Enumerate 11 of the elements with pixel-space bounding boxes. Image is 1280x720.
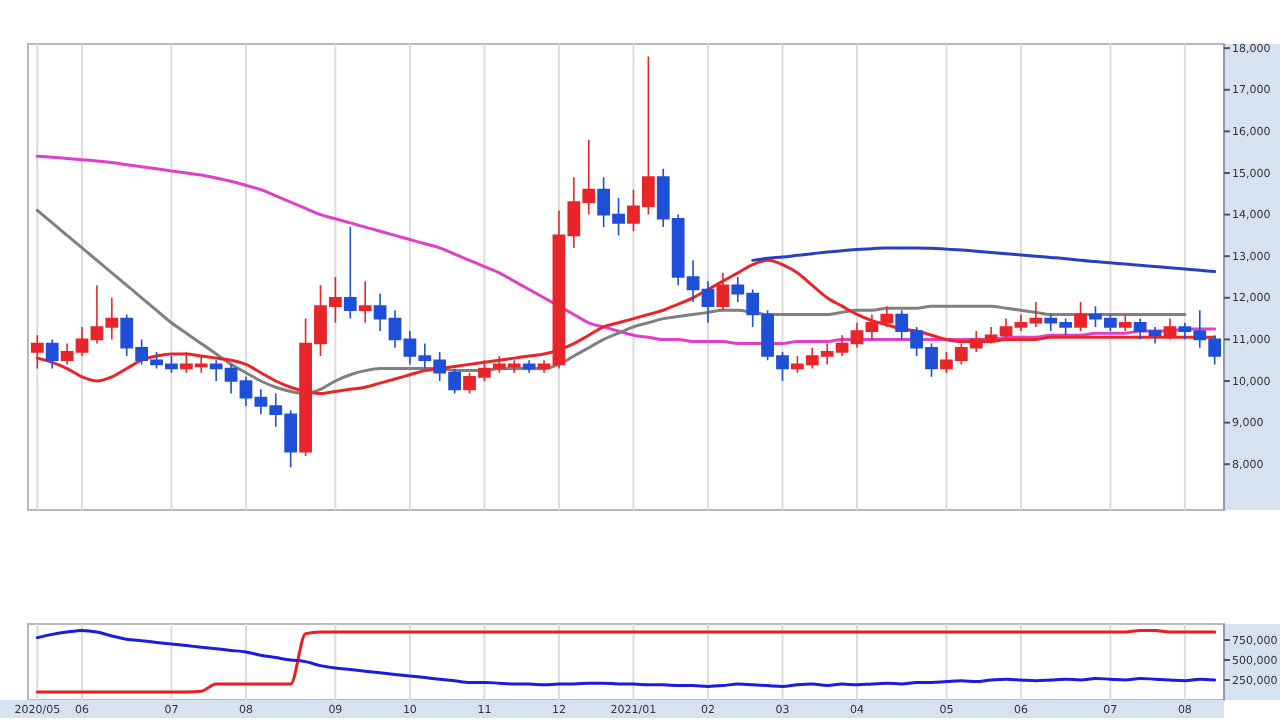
line-series <box>35 208 1187 395</box>
candlestick <box>716 272 730 312</box>
candlestick <box>1163 317 1177 341</box>
candlestick <box>522 359 536 374</box>
candlestick <box>358 280 372 324</box>
line-series <box>35 154 1217 346</box>
line-series <box>751 246 1217 274</box>
candlestick <box>343 226 357 320</box>
candlestick <box>1074 301 1087 332</box>
candlestick <box>1118 313 1132 332</box>
candlestick <box>45 338 59 370</box>
